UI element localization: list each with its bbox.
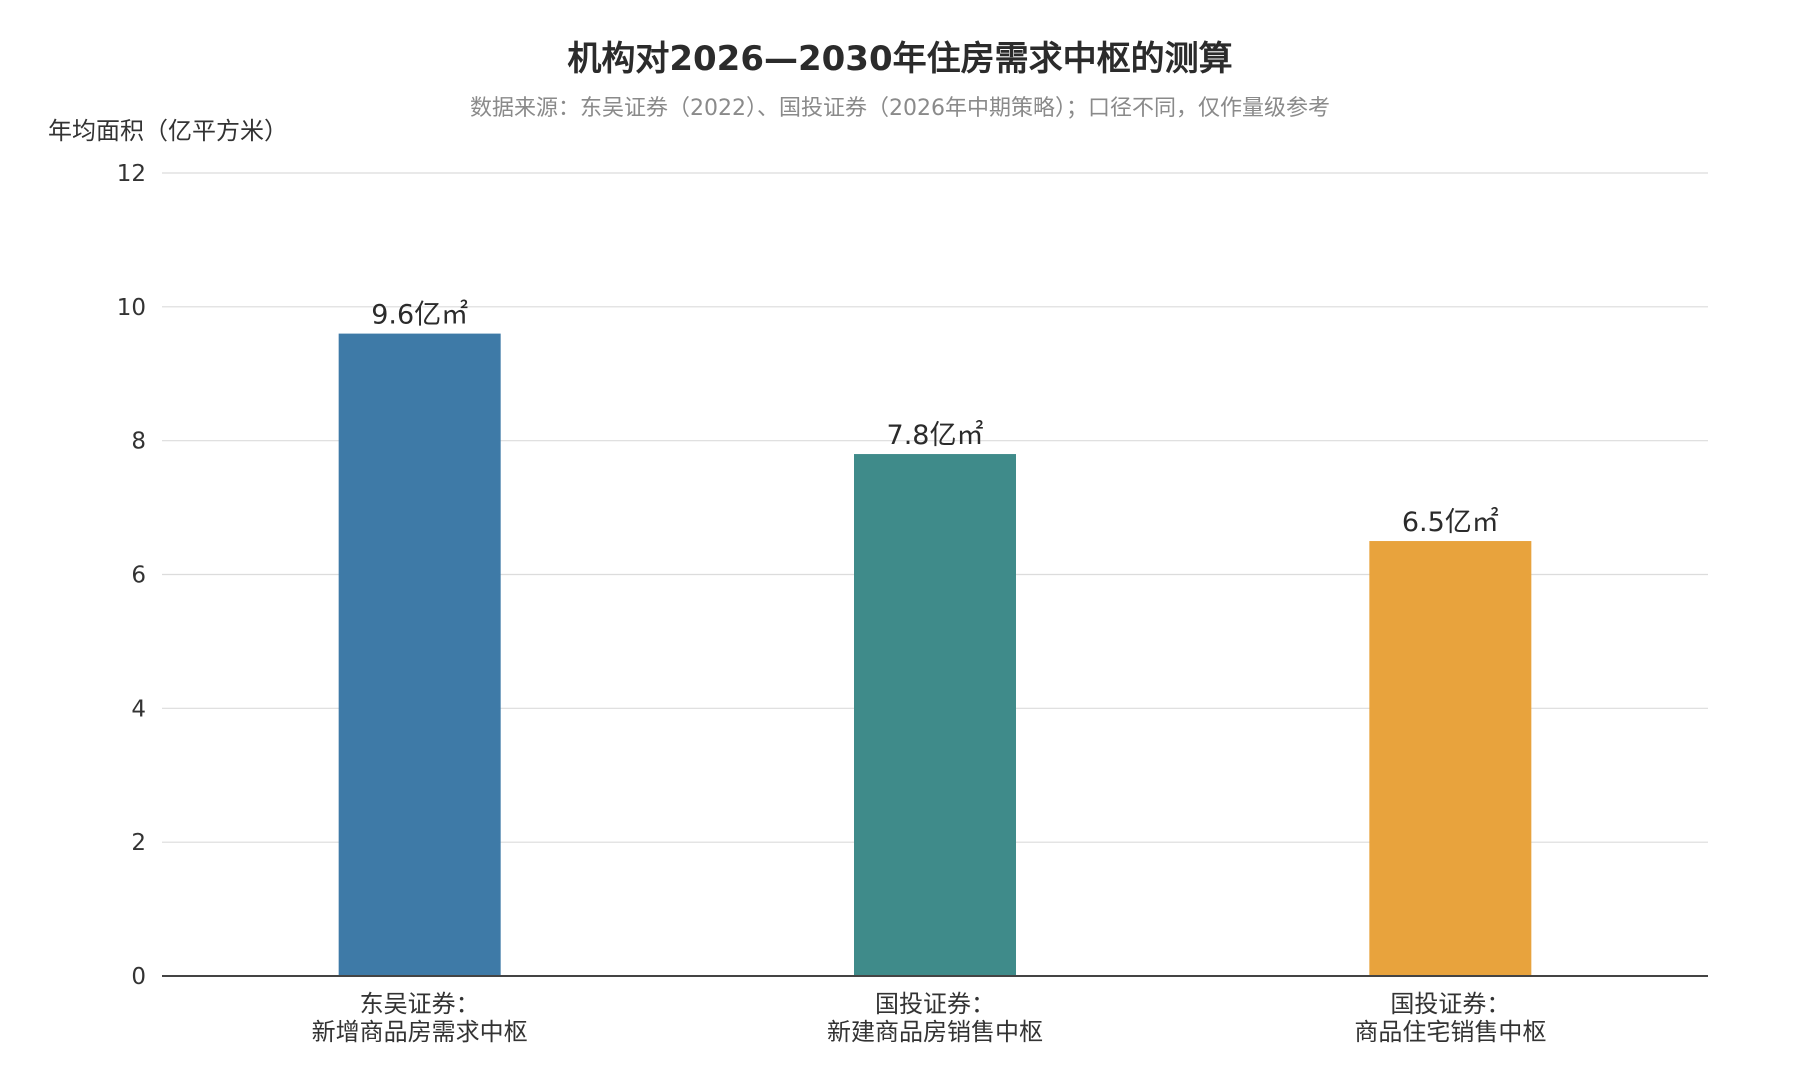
x-category-label-2-line-2: 新建商品房销售中枢 <box>827 1018 1043 1046</box>
x-category-label-1-line-2: 新增商品房需求中枢 <box>312 1018 528 1046</box>
y-tick-label: 6 <box>131 563 146 589</box>
chart-subtitle: 数据来源：东吴证券（2022）、国投证券（2026年中期策略）；口径不同，仅作量… <box>470 96 1330 121</box>
bar-1 <box>338 333 501 977</box>
y-tick-label: 8 <box>131 429 146 455</box>
y-tick-label: 12 <box>117 161 146 187</box>
y-tick-label: 4 <box>131 696 146 722</box>
bars-layer <box>338 333 1532 977</box>
bar-2 <box>854 454 1016 976</box>
y-tick-label: 2 <box>131 830 146 856</box>
y-tick-label: 10 <box>117 295 146 321</box>
labels-layer: 0246810129.6亿㎡东吴证券：新增商品房需求中枢7.8亿㎡国投证券：新建… <box>117 161 1547 1046</box>
data-label-1: 9.6亿㎡ <box>371 300 468 331</box>
chart-title: 机构对2026—2030年住房需求中枢的测算 <box>567 39 1232 79</box>
y-axis-label: 年均面积（亿平方米） <box>48 117 288 145</box>
x-category-label-2-line-1: 国投证券： <box>875 990 995 1018</box>
y-tick-label: 0 <box>131 964 146 990</box>
bar-3 <box>1369 541 1532 976</box>
x-category-label-3-line-2: 商品住宅销售中枢 <box>1354 1018 1546 1046</box>
x-category-label-3-line-1: 国投证券： <box>1390 990 1510 1018</box>
data-label-2: 7.8亿㎡ <box>887 420 984 451</box>
x-category-label-1-line-1: 东吴证券： <box>360 990 480 1018</box>
data-label-3: 6.5亿㎡ <box>1402 507 1499 538</box>
